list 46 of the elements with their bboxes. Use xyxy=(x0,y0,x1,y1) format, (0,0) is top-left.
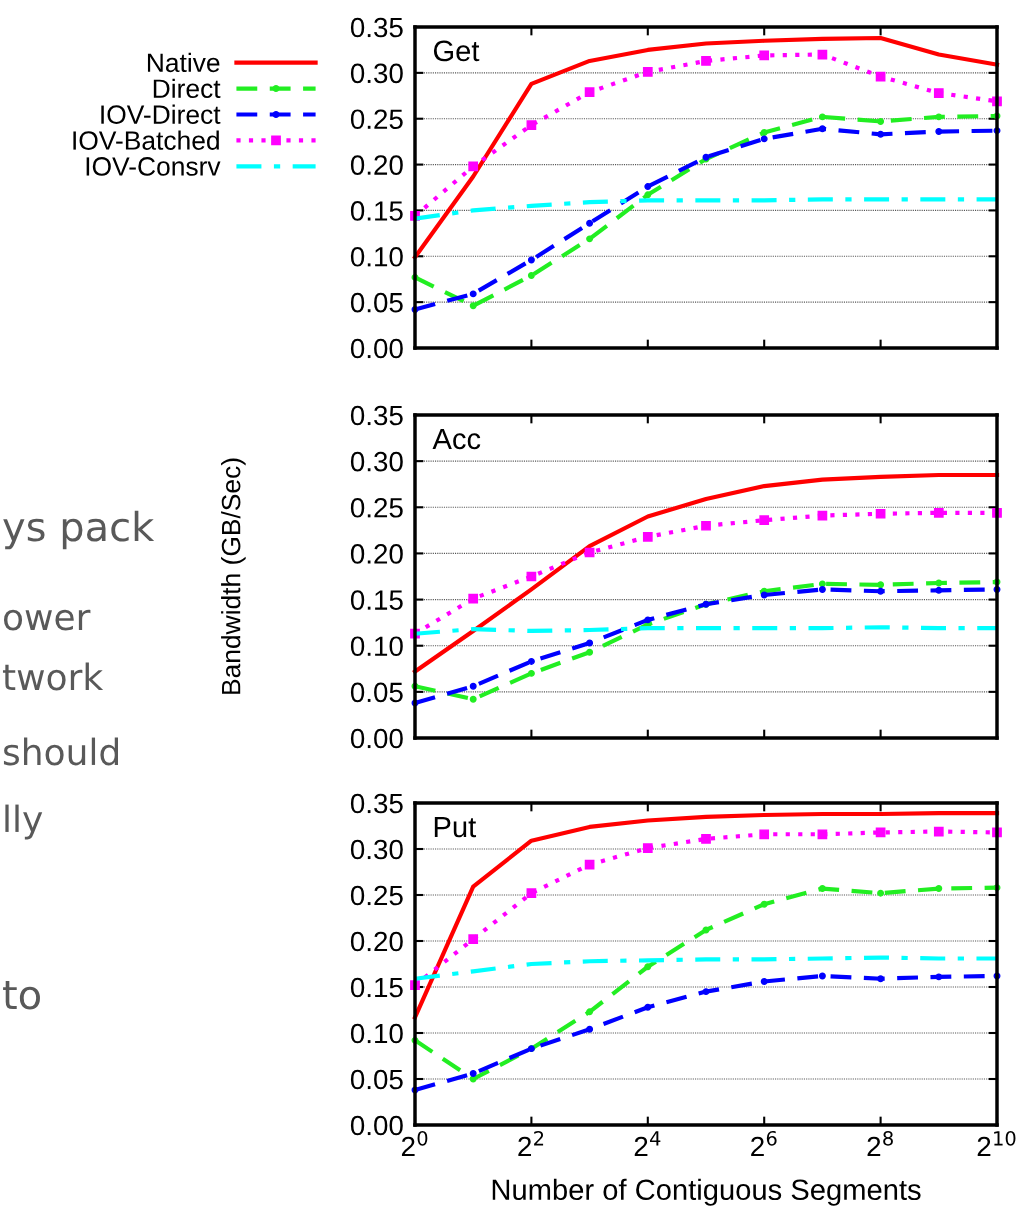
chart-title: Put xyxy=(434,816,477,838)
text: ys pack xyxy=(3,510,155,550)
legend-label: IOV-Consrv xyxy=(86,157,221,176)
y-tick-label: 0.30 xyxy=(350,839,403,860)
y-tick-label: 0.10 xyxy=(350,636,403,657)
y-tick-label: 0.10 xyxy=(350,246,403,267)
x-tick-label: 2$^{0}$ xyxy=(401,1130,428,1157)
y-tick-label: 0.05 xyxy=(350,1069,403,1090)
y-tick-label: 0.15 xyxy=(350,590,403,610)
y-tick-label: 0.10 xyxy=(350,1023,403,1044)
x-tick-label: 2$^{2}$ xyxy=(518,1130,544,1157)
y-tick-label: 0.30 xyxy=(350,63,403,84)
y-tick-label: 0.25 xyxy=(350,109,403,130)
y-tick-label: 0.00 xyxy=(350,338,403,359)
y-tick-label: 0.35 xyxy=(350,17,403,38)
legend-label: IOV-Direct xyxy=(101,104,221,124)
y-tick-label: 0.30 xyxy=(350,451,403,472)
y-tick-label: 0.20 xyxy=(350,155,403,175)
text: to xyxy=(3,980,40,1010)
legend-label: Native xyxy=(147,52,220,73)
text: twork xyxy=(2,662,104,691)
y-tick-label: 0.35 xyxy=(350,405,403,426)
y-tick-label: 0.00 xyxy=(350,1115,403,1136)
x-tick-label: 2$^{4}$ xyxy=(634,1131,661,1157)
y-tick-label: 0.25 xyxy=(350,885,403,906)
chart-title: Acc xyxy=(432,428,481,450)
chart-title: Get xyxy=(433,40,480,62)
y-tick-label: 0.20 xyxy=(350,931,403,952)
text: lly xyxy=(5,804,43,840)
x-tick-label: 2$^{8}$ xyxy=(867,1130,893,1157)
y-tick-label: 0.15 xyxy=(350,977,403,998)
y-tick-label: 0.15 xyxy=(350,201,403,221)
y-axis-title: Bandwidth (GB/Sec) xyxy=(221,458,246,694)
text: should xyxy=(3,737,118,766)
y-tick-label: 0.20 xyxy=(350,544,403,564)
text: ower xyxy=(3,609,91,631)
x-tick-label: 2$^{10}$ xyxy=(977,1130,1016,1157)
x-tick-label: 2$^{6}$ xyxy=(751,1130,777,1157)
y-tick-label: 0.05 xyxy=(350,292,403,313)
y-tick-label: 0.35 xyxy=(350,793,403,814)
y-tick-label: 0.00 xyxy=(350,728,403,749)
x-axis-title: Number of Contiguous Segments xyxy=(492,1178,921,1206)
y-tick-label: 0.25 xyxy=(350,497,403,518)
legend-label: Direct xyxy=(153,78,221,99)
y-tick-label: 0.05 xyxy=(350,682,403,703)
legend-label: IOV-Batched xyxy=(73,130,219,150)
